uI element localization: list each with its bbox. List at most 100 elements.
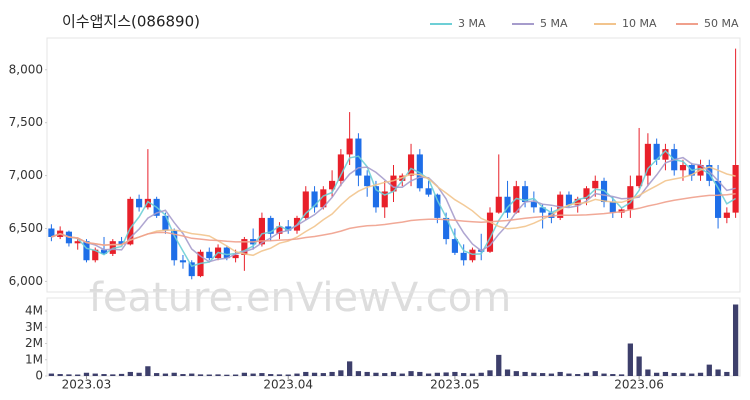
candle-body	[100, 249, 108, 254]
volume-bar	[390, 371, 397, 376]
candle-body	[83, 241, 90, 261]
candle-body	[276, 226, 283, 234]
volume-bar	[329, 371, 335, 376]
volume-bar	[539, 373, 546, 376]
volume-bar	[566, 373, 572, 376]
y-tick-label: 6,500	[9, 221, 43, 235]
ma-line	[51, 156, 736, 263]
volume-bar	[522, 371, 528, 376]
legend-label: 50 MA	[704, 17, 739, 30]
legend-label: 10 MA	[622, 17, 657, 30]
volume-bar	[513, 371, 519, 376]
volume-bar	[206, 374, 212, 376]
y2-tick-label: 0	[35, 369, 43, 383]
volume-bar	[478, 372, 484, 376]
candle-body	[600, 180, 608, 203]
candle-body	[329, 180, 336, 190]
candle-body	[434, 194, 441, 218]
volume-bar	[215, 374, 221, 376]
candle-body	[486, 212, 494, 252]
volume-bar	[461, 373, 467, 376]
volume-bar	[355, 371, 362, 376]
volume-bar	[75, 374, 81, 376]
legend-label: 5 MA	[540, 17, 568, 30]
volume-bar	[364, 371, 370, 376]
volume-bar	[294, 373, 300, 376]
candle-body	[311, 191, 318, 208]
candle-body	[206, 251, 213, 259]
candle-body	[48, 228, 55, 237]
candle-body	[162, 215, 169, 231]
volume-bar	[575, 374, 581, 376]
ma-line	[51, 193, 736, 246]
candle-body	[241, 239, 248, 255]
volume-bar	[715, 369, 721, 376]
volume-bar	[101, 374, 107, 376]
volume-bar	[425, 373, 432, 376]
x-tick-label: 2023.05	[430, 378, 480, 392]
candle-body	[179, 260, 187, 263]
candle-body	[223, 247, 230, 259]
volume-bar	[592, 371, 598, 376]
volume-bar	[232, 374, 239, 376]
volume-bar	[671, 373, 677, 376]
volume-bar	[417, 371, 423, 376]
volume-bar	[610, 374, 616, 376]
candle-body	[460, 252, 467, 261]
candle-body	[425, 188, 432, 195]
price-panel	[46, 37, 741, 293]
candle-body	[258, 217, 265, 245]
candle-body	[679, 165, 687, 171]
candle-body	[443, 217, 450, 240]
y2-tick-label: 4M	[25, 304, 43, 318]
candle-body	[530, 202, 537, 208]
volume-bar	[162, 373, 169, 376]
candle-body	[644, 143, 651, 176]
y-tick-label: 7,500	[9, 115, 43, 129]
candle-body	[118, 241, 125, 245]
volume-bar	[57, 374, 63, 376]
volume-bar	[732, 304, 739, 376]
candle-body	[451, 239, 458, 253]
candle-body	[416, 154, 423, 189]
candle-body	[285, 226, 292, 231]
volume-bar	[347, 361, 353, 376]
volume-bar	[469, 373, 476, 376]
volume-bar	[548, 373, 555, 376]
candle-body	[539, 207, 546, 213]
candle-body	[92, 249, 99, 261]
candle-body	[320, 189, 327, 208]
volume-bar	[636, 356, 642, 376]
candle-body	[381, 191, 388, 208]
volume-bar	[83, 372, 90, 376]
volume-bar	[618, 374, 625, 376]
volume-bar	[92, 373, 98, 376]
y-tick-label: 7,000	[9, 168, 43, 182]
candle-body	[171, 230, 178, 261]
volume-bar	[680, 372, 686, 376]
volume-bar	[452, 371, 458, 376]
volume-bar	[197, 374, 204, 376]
volume-bar	[171, 372, 177, 376]
ma-line	[51, 149, 736, 268]
candle-body	[723, 212, 730, 218]
candle-body	[609, 202, 616, 213]
volume-bar	[180, 374, 186, 376]
volume-bar	[601, 373, 607, 376]
volume-bar	[689, 373, 695, 376]
candle-body	[522, 186, 529, 203]
candle-body	[583, 188, 590, 199]
candle-body	[565, 194, 573, 206]
y2-tick-label: 3M	[25, 320, 43, 334]
volume-bar	[557, 371, 563, 376]
volume-bar	[399, 373, 405, 376]
y2-tick-label: 2M	[25, 336, 43, 350]
x-tick-label: 2023.06	[614, 378, 664, 392]
volume-bar	[434, 372, 440, 376]
candle-body	[372, 186, 380, 208]
candle-body	[267, 217, 274, 234]
candle-body	[127, 198, 134, 245]
volume-bar	[311, 372, 318, 376]
volume-bar	[706, 364, 712, 376]
